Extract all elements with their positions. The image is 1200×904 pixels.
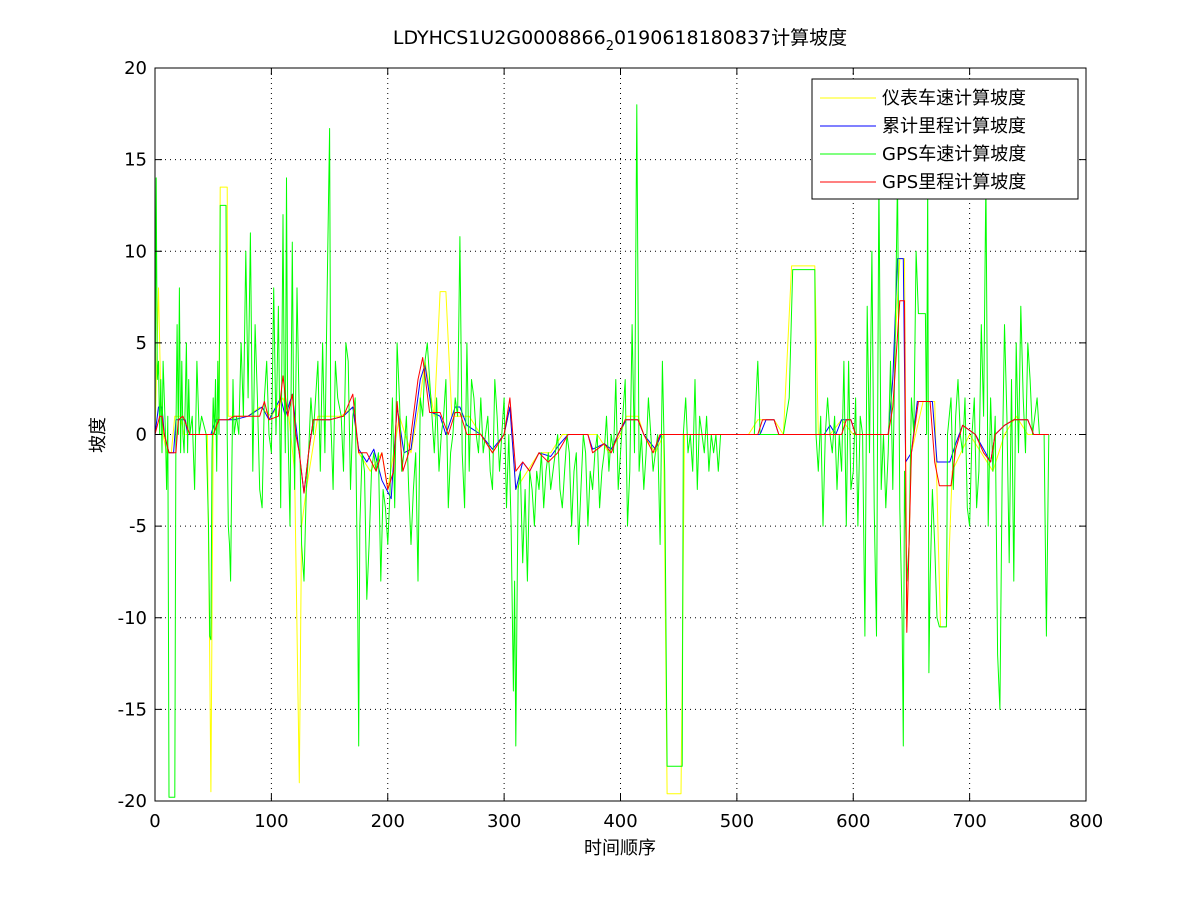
y-tick-label: 0 [136,425,147,446]
series-line-4 [154,300,1049,633]
legend-label-4: GPS里程计算坡度 [882,172,1026,193]
y-tick-label: -20 [118,791,147,812]
axis-ticks: 0 100 200 300 400 500 600 700 800 20 15 10 5 0 -5 -10 -1… [118,58,1104,832]
x-tick-label: 600 [836,811,870,832]
x-tick-label: 400 [603,811,637,832]
y-tick-label: 20 [124,58,147,79]
y-tick-label: 5 [136,333,147,354]
chart-title-suffix: 0190618180837计算坡度 [614,27,847,49]
x-axis-label: 时间顺序 [584,838,656,859]
legend-box [811,78,1079,200]
series-lines [154,104,1050,798]
x-tick-label: 500 [720,811,754,832]
x-tick-label: 200 [371,811,405,832]
x-tick-label: 0 [149,811,160,832]
series-line-3 [154,104,1050,798]
y-tick-label: 15 [124,150,147,171]
y-tick-label: -5 [129,516,147,537]
series-line-2 [154,258,1049,500]
y-tick-label: -15 [118,699,147,720]
x-tick-label: 700 [952,811,986,832]
y-axis-label: 坡度 [88,417,109,453]
legend-label-2: 累计里程计算坡度 [882,116,1026,137]
y-tick-label: -10 [118,608,147,629]
chart-title-subscript: 2 [606,39,614,54]
legend-label-1: 仪表车速计算坡度 [882,88,1026,109]
x-tick-label: 300 [487,811,521,832]
y-tick-label: 10 [124,241,147,262]
chart-title: LDYHCS1U2G000886620190618180837计算坡度 [393,27,847,54]
x-tick-label: 800 [1069,811,1103,832]
x-tick-label: 100 [254,811,288,832]
legend-label-3: GPS车速计算坡度 [882,144,1026,165]
